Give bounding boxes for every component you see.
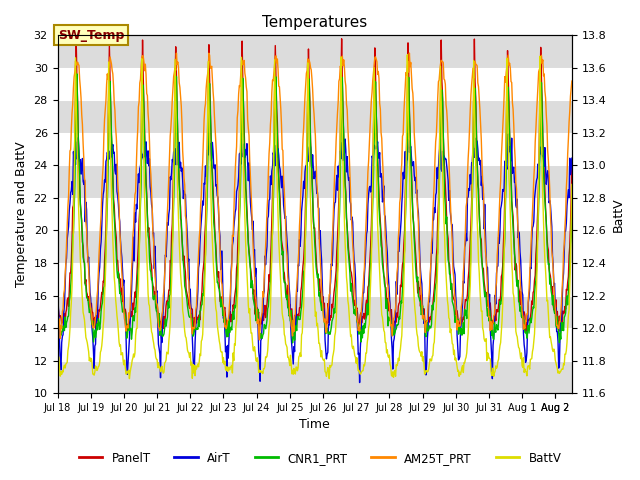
BattV (314, 328, 322, 334)
BattV (444, 298, 451, 303)
PanelT (54, 306, 61, 312)
X-axis label: Time: Time (300, 419, 330, 432)
CNR1_PRT (54, 310, 61, 315)
AirT (356, 380, 364, 385)
PanelT (210, 201, 218, 207)
Line: CNR1_PRT: CNR1_PRT (58, 74, 572, 343)
Bar (58, 230, 572, 263)
Y-axis label: Temperature and BattV: Temperature and BattV (15, 142, 28, 287)
AM25T_PRT (166, 155, 173, 161)
AM25T_PRT (568, 78, 576, 84)
Text: SW_Temp: SW_Temp (58, 29, 125, 42)
BattV (545, 323, 553, 329)
Bar (58, 36, 572, 68)
Bar (58, 68, 572, 100)
PanelT (314, 272, 321, 277)
Bar (58, 198, 572, 230)
AM25T_PRT (314, 200, 322, 206)
Bar (58, 263, 572, 296)
BattV (528, 356, 536, 361)
Line: AM25T_PRT: AM25T_PRT (58, 53, 572, 340)
PanelT (568, 161, 576, 167)
Line: PanelT: PanelT (58, 39, 572, 334)
AirT (568, 156, 576, 161)
AirT (54, 288, 61, 294)
AM25T_PRT (528, 227, 536, 232)
AirT (205, 131, 212, 136)
Bar (58, 133, 572, 166)
CNR1_PRT (315, 293, 323, 299)
AirT (545, 200, 553, 205)
PanelT (166, 287, 173, 293)
PanelT (528, 298, 536, 304)
PanelT (444, 230, 451, 236)
CNR1_PRT (73, 71, 81, 77)
BattV (211, 277, 218, 283)
CNR1_PRT (444, 241, 451, 247)
CNR1_PRT (568, 204, 576, 210)
AM25T_PRT (210, 98, 218, 104)
AirT (211, 166, 218, 171)
AirT (166, 206, 173, 212)
Bar (58, 166, 572, 198)
Legend: PanelT, AirT, CNR1_PRT, AM25T_PRT, BattV: PanelT, AirT, CNR1_PRT, AM25T_PRT, BattV (74, 447, 566, 469)
BattV (125, 376, 133, 382)
Line: AirT: AirT (58, 133, 572, 383)
BattV (166, 320, 174, 325)
CNR1_PRT (289, 340, 296, 346)
Y-axis label: BattV: BattV (612, 197, 625, 231)
BattV (403, 52, 411, 58)
BattV (54, 361, 61, 367)
Title: Temperatures: Temperatures (262, 15, 367, 30)
AM25T_PRT (54, 311, 61, 317)
AirT (314, 204, 322, 210)
Line: BattV: BattV (58, 55, 572, 379)
AM25T_PRT (255, 337, 263, 343)
PanelT (389, 331, 397, 336)
Bar (58, 328, 572, 360)
CNR1_PRT (528, 315, 536, 321)
CNR1_PRT (211, 228, 218, 234)
AirT (528, 237, 536, 243)
Bar (58, 360, 572, 393)
PanelT (545, 266, 553, 272)
AM25T_PRT (545, 169, 553, 175)
PanelT (338, 36, 346, 42)
CNR1_PRT (545, 261, 553, 266)
BattV (568, 181, 576, 187)
Bar (58, 100, 572, 133)
Bar (58, 296, 572, 328)
AM25T_PRT (444, 119, 451, 125)
AM25T_PRT (406, 50, 413, 56)
AirT (444, 169, 451, 175)
CNR1_PRT (166, 292, 174, 298)
